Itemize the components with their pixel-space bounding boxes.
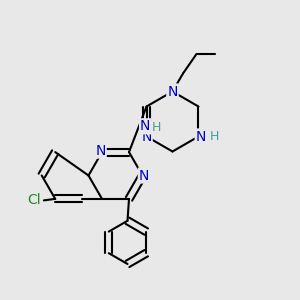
Text: Cl: Cl: [27, 194, 41, 207]
Text: N: N: [167, 85, 178, 98]
Text: H: H: [152, 121, 161, 134]
Text: N: N: [141, 130, 152, 143]
Text: N: N: [139, 169, 149, 182]
Text: N: N: [140, 119, 150, 133]
Text: N: N: [95, 144, 106, 158]
Text: H: H: [209, 130, 219, 143]
Text: N: N: [196, 130, 206, 143]
